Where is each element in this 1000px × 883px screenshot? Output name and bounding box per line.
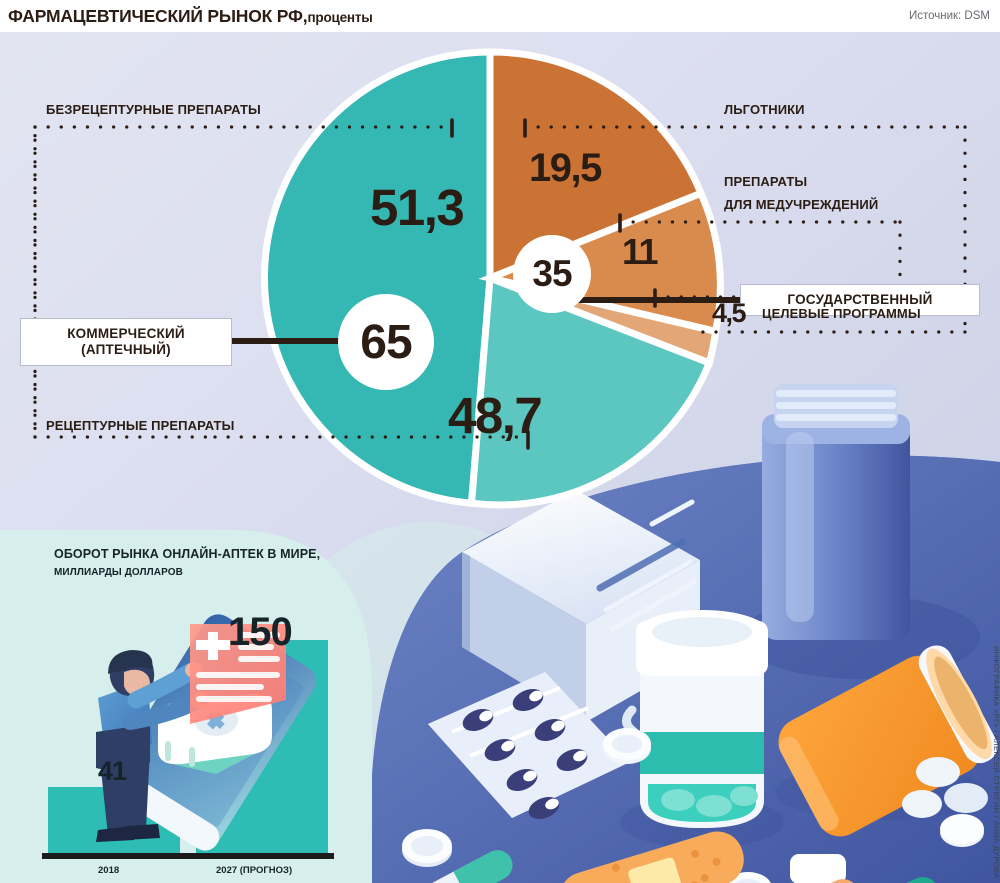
orange-bottle <box>775 645 998 847</box>
inset-title-line1: ОБОРОТ РЫНКА ОНЛАЙН-АПТЕК В МИРЕ, <box>54 547 321 561</box>
bandage <box>559 831 744 883</box>
value-rx: 48,7 <box>448 387 543 444</box>
inset-axis-line <box>42 853 334 859</box>
callout-state[interactable]: ГОСУДАРСТВЕННЫЙ <box>740 284 980 316</box>
label-medinst-line2: ДЛЯ МЕДУЧРЕЖДЕНИЙ <box>724 197 879 212</box>
hub-commercial-value: 65 <box>360 315 412 369</box>
label-medinst-line1: ПРЕПАРАТЫ <box>724 174 808 189</box>
inset-health-card <box>190 624 286 724</box>
label-programs: ЦЕЛЕВЫЕ ПРОГРАММЫ <box>762 306 921 321</box>
inset-tick-2027: 2027 (ПРОГНОЗ) <box>216 865 293 876</box>
hub-state[interactable]: 35 <box>513 235 591 313</box>
pie-slice-rx[interactable] <box>467 273 714 509</box>
page-title-sub: проценты <box>307 10 373 25</box>
page-title: ФАРМАЦЕВТИЧЕСКИЙ РЫНОК РФ,проценты <box>8 6 373 27</box>
capsules <box>421 850 939 883</box>
credit-line: ИНФОГРАФИКА «РГ» / АЛЕКСЕЙ СТРИГИН / АНН… <box>992 646 1000 879</box>
header-bar: ФАРМАЦЕВТИЧЕСКИЙ РЫНОК РФ,проценты Источ… <box>0 0 1000 32</box>
hub-state-value: 35 <box>532 253 572 294</box>
callout-commercial-line2: (АПТЕЧНЫЙ) <box>81 342 171 357</box>
value-beneficiaries: 19,5 <box>529 146 602 190</box>
hub-commercial[interactable]: 65 <box>338 294 434 390</box>
pie-slice-medinst[interactable] <box>478 188 724 336</box>
value-programs: 4,5 <box>712 298 747 328</box>
label-beneficiaries: ЛЬГОТНИКИ <box>724 102 805 117</box>
pie-slice-beneficiaries[interactable] <box>486 48 706 284</box>
callout-commercial[interactable]: КОММЕРЧЕСКИЙ (АПТЕЧНЫЙ) <box>20 318 232 366</box>
inset-value-2027: 150 <box>228 610 293 654</box>
value-medinst: 11 <box>622 231 659 272</box>
pie-slice-otc[interactable] <box>261 48 494 507</box>
source-attribution: Источник: DSM <box>908 10 990 22</box>
callout-state-label: ГОСУДАРСТВЕННЫЙ <box>787 291 933 307</box>
label-otc: БЕЗРЕЦЕПТУРНЫЕ ПРЕПАРАТЫ <box>46 102 261 117</box>
infographic-canvas: 65 35 КОММЕРЧЕСКИЙ (АПТЕЧНЫЙ) ГОСУДАРСТВ… <box>0 32 1000 883</box>
label-rx: РЕЦЕПТУРНЫЕ ПРЕПАРАТЫ <box>46 418 235 433</box>
inset-tick-2018: 2018 <box>98 865 120 876</box>
pie-slices <box>261 48 724 509</box>
inset-value-2018: 41 <box>98 756 127 786</box>
inset-online-pharmacy-panel <box>0 530 372 883</box>
blister-pack <box>428 672 630 820</box>
inset-person <box>96 650 209 842</box>
page-title-main: ФАРМАЦЕВТИЧЕСКИЙ РЫНОК РФ, <box>8 6 308 26</box>
pill-jar <box>620 610 784 848</box>
pie-chart <box>33 48 967 509</box>
value-otc: 51,3 <box>370 179 465 236</box>
loose-tablets <box>402 728 846 883</box>
callout-commercial-line1: КОММЕРЧЕСКИЙ <box>67 325 185 341</box>
inset-title-line2: МИЛЛИАРДЫ ДОЛЛАРОВ <box>54 567 183 578</box>
